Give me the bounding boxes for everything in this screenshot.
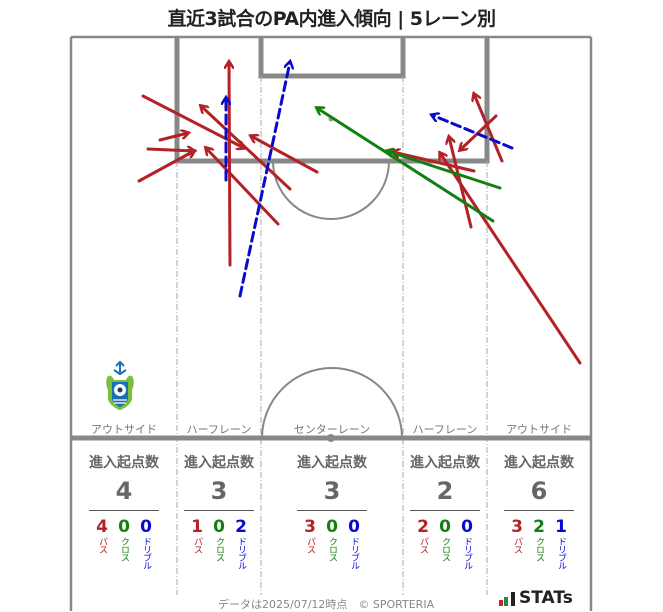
divider	[410, 510, 480, 511]
dribble-arrow	[238, 62, 290, 298]
pass-count: 4	[96, 517, 108, 537]
pass-label: パス	[192, 537, 202, 553]
cross-label: クロス	[119, 537, 129, 561]
pitch-lines	[69, 35, 593, 611]
pass-label: パス	[97, 537, 107, 553]
pass-arrow	[440, 153, 582, 365]
dribble-count: 1	[555, 517, 567, 537]
dribble-count: 0	[461, 517, 473, 537]
divider	[184, 510, 254, 511]
cross-count: 2	[533, 517, 545, 537]
cross-count: 0	[213, 517, 225, 537]
stat-total: 4	[115, 477, 133, 505]
dribble-count: 2	[235, 517, 247, 537]
arrows-layer	[137, 62, 582, 365]
cross-label: クロス	[214, 537, 224, 561]
cross-count: 0	[439, 517, 451, 537]
stat-total: 3	[210, 477, 228, 505]
divider	[297, 510, 367, 511]
dribble-label: ドリブル	[349, 537, 359, 569]
pass-count: 3	[511, 517, 523, 537]
dribble-label: ドリブル	[556, 537, 566, 569]
stat-header: 進入起点数	[184, 455, 254, 471]
pass-arrow	[158, 133, 188, 142]
pass-arrow	[146, 149, 194, 151]
logo-bar-icon	[504, 597, 508, 606]
lane-stats-1: 進入起点数 3 1 パス 0 クロス 2 ドリブル	[177, 452, 261, 569]
lane-label-halfspace-left: ハーフレーン	[186, 423, 252, 436]
team-emblem-icon	[106, 360, 134, 410]
lane-stats-2: 進入起点数 3 3 パス 0 クロス 0 ドリブル	[261, 452, 403, 569]
dribble-label: ドリブル	[462, 537, 472, 569]
stat-header: 進入起点数	[504, 455, 574, 471]
stat-header: 進入起点数	[410, 455, 480, 471]
dribble-count: 0	[348, 517, 360, 537]
cross-label: クロス	[534, 537, 544, 561]
lane-label-center: センターレーン	[293, 423, 371, 436]
cross-label: クロス	[440, 537, 450, 561]
pass-arrow	[474, 94, 504, 163]
brand-name: STATs	[519, 588, 573, 608]
pass-count: 2	[417, 517, 429, 537]
dribble-label: ドリブル	[141, 537, 151, 569]
stats-logo: STATs	[499, 588, 573, 608]
logo-bar-icon	[499, 600, 503, 606]
cross-arrow	[317, 108, 495, 223]
pass-arrow	[141, 94, 244, 148]
cross-count: 0	[118, 517, 130, 537]
divider	[89, 510, 159, 511]
logo-bar-icon	[511, 592, 515, 606]
stat-header: 進入起点数	[89, 455, 159, 471]
stat-total: 2	[436, 477, 454, 505]
pass-label: パス	[418, 537, 428, 553]
pass-arrow	[201, 106, 292, 191]
cross-count: 0	[326, 517, 338, 537]
lane-stats-4: 進入起点数 6 3 パス 2 クロス 1 ドリブル	[487, 452, 591, 569]
pass-arrow	[137, 151, 194, 183]
stat-header: 進入起点数	[297, 455, 367, 471]
pass-count: 1	[191, 517, 203, 537]
stat-total: 6	[530, 477, 548, 505]
dribble-label: ドリブル	[236, 537, 246, 569]
pass-label: パス	[305, 537, 315, 553]
lane-label-halfspace-right: ハーフレーン	[412, 423, 478, 436]
pass-arrow	[251, 136, 319, 174]
pass-arrow	[206, 148, 280, 226]
cross-label: クロス	[327, 537, 337, 561]
dribble-arrow	[432, 115, 514, 150]
pass-count: 3	[304, 517, 316, 537]
pass-arrow	[229, 62, 230, 267]
stat-total: 3	[323, 477, 341, 505]
pass-arrow	[393, 152, 476, 173]
lane-stats-3: 進入起点数 2 2 パス 0 クロス 0 ドリブル	[403, 452, 487, 569]
footer-credit: データは2025/07/12時点 © SPORTERIA	[218, 598, 435, 611]
divider	[504, 510, 574, 511]
lane-label-outside-right: アウトサイド	[506, 423, 572, 436]
dribble-count: 0	[140, 517, 152, 537]
cross-arrow	[387, 151, 502, 190]
page-title: 直近3試合のPA内進入傾向 | 5レーン別	[167, 8, 496, 30]
pass-label: パス	[512, 537, 522, 553]
lane-stats-0: 進入起点数 4 4 パス 0 クロス 0 ドリブル	[73, 452, 175, 569]
lane-label-outside-left: アウトサイド	[91, 423, 157, 436]
